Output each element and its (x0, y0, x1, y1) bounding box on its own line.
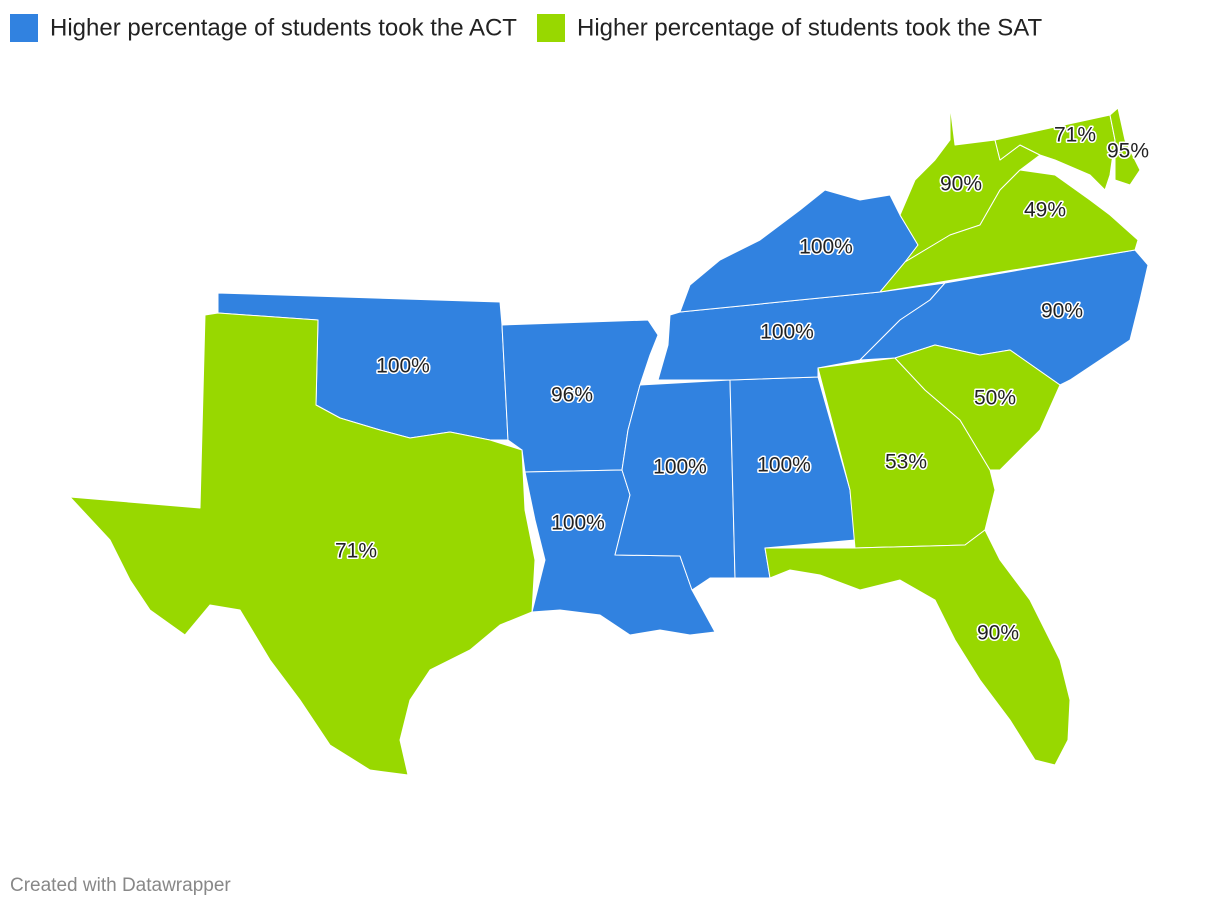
state-label: 100% (760, 321, 814, 344)
state-label: 100% (551, 512, 605, 535)
state (764, 529, 1071, 766)
state-label: 71% (1054, 124, 1096, 147)
state-label: 100% (757, 454, 811, 477)
state (879, 169, 1139, 293)
footer: Created with Datawrapper (10, 875, 231, 896)
state-label: 50% (974, 387, 1016, 410)
state (894, 344, 1061, 471)
state-label: 49% (1024, 199, 1066, 222)
state-label: 90% (1041, 300, 1083, 323)
state-label: 100% (376, 355, 430, 378)
state (69, 312, 536, 776)
state-label: 71% (335, 540, 377, 563)
legend-label: Higher percentage of students took the A… (50, 14, 517, 41)
state-label: 90% (940, 173, 982, 196)
state-label: 53% (885, 451, 927, 474)
legend-swatch (10, 14, 38, 42)
state-label: 100% (653, 456, 707, 479)
state (729, 376, 856, 579)
legend-swatch (537, 14, 565, 42)
state-label: 90% (977, 622, 1019, 645)
state (1109, 107, 1141, 186)
state-label: 95% (1107, 140, 1149, 163)
state-label: 96% (551, 384, 593, 407)
state-label: 100% (799, 236, 853, 259)
legend-label: Higher percentage of students took the S… (577, 14, 1043, 41)
